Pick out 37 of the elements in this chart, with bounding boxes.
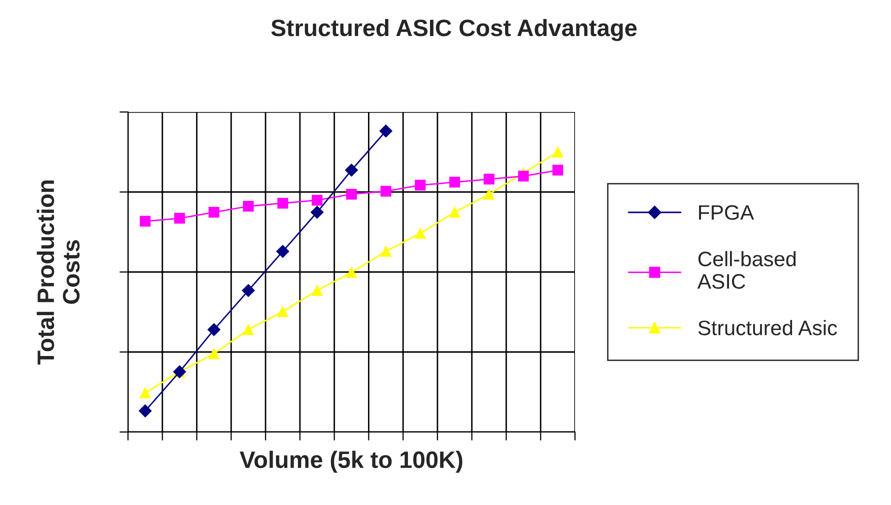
legend-label: Structured Asic: [698, 320, 837, 336]
point: [312, 285, 322, 296]
legend-label: Cell-based ASIC: [697, 251, 796, 289]
point: [449, 176, 460, 188]
y-axis-title: Total Production Costs: [36, 180, 80, 365]
point: [518, 170, 529, 182]
point: [449, 206, 460, 218]
point: [242, 324, 254, 336]
point: [174, 212, 185, 224]
point: [140, 216, 151, 227]
point: [140, 387, 151, 398]
point: [345, 164, 358, 177]
point: [242, 200, 254, 212]
point: [277, 306, 288, 317]
point: [380, 246, 392, 257]
point: [242, 284, 255, 297]
point: [208, 348, 220, 360]
point: [346, 267, 357, 278]
x-axis-title: Volume (5k to 100K): [240, 450, 462, 473]
point: [312, 194, 322, 206]
point: [484, 188, 494, 200]
point: [277, 198, 288, 209]
point: [310, 206, 324, 219]
chart-title: Structured ASIC Cost Advantage: [271, 18, 637, 42]
point: [552, 146, 564, 158]
point: [414, 228, 426, 239]
point: [380, 186, 392, 197]
point: [208, 206, 220, 218]
point: [346, 188, 357, 200]
point: [138, 404, 152, 418]
point: [208, 323, 220, 336]
legend-label: FPGA: [699, 205, 754, 220]
point: [414, 180, 426, 191]
point: [484, 174, 494, 185]
point: [552, 164, 564, 176]
point: [276, 244, 290, 258]
point: [379, 124, 392, 138]
